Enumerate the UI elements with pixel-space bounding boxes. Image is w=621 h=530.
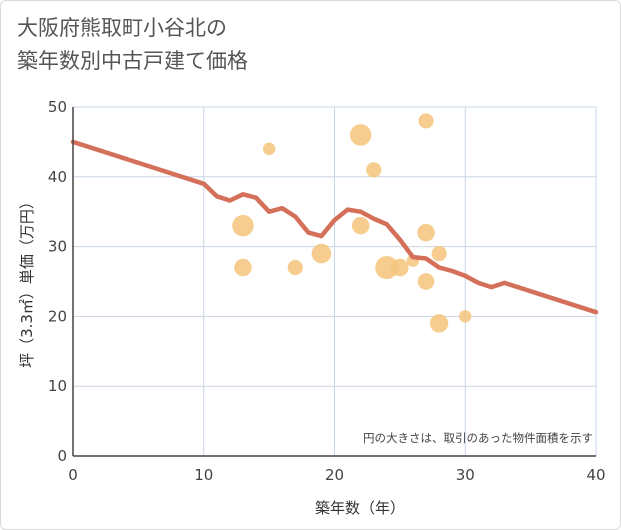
y-tick-label: 30 [48, 238, 67, 256]
y-axis-title: 坪（3.3㎡）単価（万円） [18, 194, 36, 368]
x-tick-label: 0 [68, 466, 78, 484]
x-tick-label: 10 [194, 466, 213, 484]
trend-line-layer [70, 139, 599, 315]
bubble-layer [232, 113, 472, 333]
bubble-point [366, 162, 382, 178]
grid-layer [72, 106, 597, 457]
axis-layer: 0 10 20 30 40 0 10 20 30 40 50 [48, 98, 606, 484]
bubble-size-note: 円の大きさは、取引のあった物件面積を示す [363, 431, 593, 445]
y-tick-label: 20 [48, 307, 67, 325]
y-tick-label: 50 [48, 98, 67, 116]
bubble-point [351, 216, 370, 235]
bubble-point [287, 259, 303, 276]
bubble-point [417, 223, 435, 242]
bubble-point [429, 314, 449, 333]
bubble-point [232, 214, 254, 237]
bubble-point [391, 258, 409, 277]
x-axis-title: 築年数（年） [315, 499, 405, 517]
y-tick-label: 0 [57, 447, 67, 465]
bubble-point [459, 310, 472, 323]
bubble-point [375, 255, 399, 280]
bubble-point [311, 243, 332, 264]
bubble-point [431, 245, 447, 262]
y-tick-label: 40 [48, 168, 67, 186]
bubble-point [349, 124, 372, 146]
chart-title-line1: 大阪府熊取町小谷北の [17, 16, 227, 40]
x-tick-label: 20 [325, 466, 344, 484]
x-tick-label: 30 [456, 466, 475, 484]
bubble-point [262, 142, 276, 156]
bubble-point [418, 113, 434, 129]
bubble-point [234, 258, 252, 277]
chart-title-line2: 築年数別中古戸建て価格 [17, 49, 248, 73]
bubble-point [417, 273, 435, 290]
trend-line [70, 139, 599, 315]
chart-title: 大阪府熊取町小谷北の 築年数別中古戸建て価格 [17, 12, 248, 78]
y-tick-label: 10 [48, 377, 67, 395]
x-tick-label: 40 [586, 466, 605, 484]
